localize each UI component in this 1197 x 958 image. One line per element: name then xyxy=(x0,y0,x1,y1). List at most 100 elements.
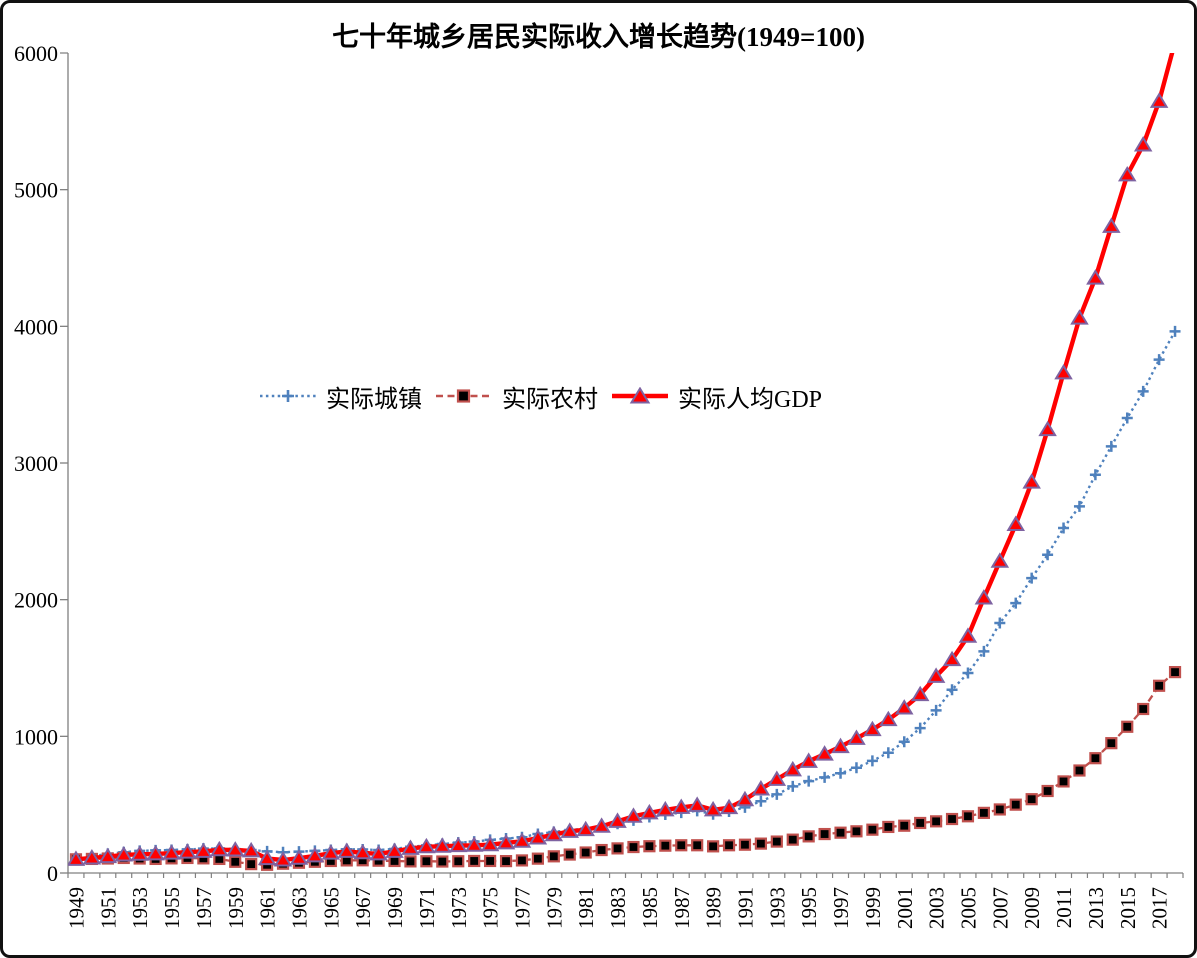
plus-marker-icon xyxy=(850,762,862,774)
x-tick-label: 1957 xyxy=(192,887,216,929)
rural-legend-square-icon xyxy=(456,389,471,403)
square-marker-icon xyxy=(691,839,704,852)
triangle-marker-icon xyxy=(926,667,946,683)
square-marker-icon xyxy=(579,846,592,859)
x-tick-label: 1969 xyxy=(383,887,407,929)
y-tick-label: 2000 xyxy=(14,588,58,613)
square-marker-icon xyxy=(866,823,879,836)
plus-marker-icon xyxy=(787,780,799,792)
series-2-line xyxy=(75,53,1175,863)
square-marker-icon xyxy=(1025,793,1038,806)
triangle-marker-icon xyxy=(241,841,261,858)
square-marker-icon xyxy=(945,812,959,826)
plus-marker-icon xyxy=(1121,412,1133,424)
plus-marker-icon xyxy=(755,795,767,807)
triangle-marker-icon xyxy=(528,829,548,845)
triangle-marker-icon xyxy=(68,850,86,866)
x-tick-label: 2003 xyxy=(925,887,949,929)
square-marker-icon xyxy=(468,854,481,868)
triangle-marker-icon xyxy=(831,737,850,754)
square-marker-icon xyxy=(882,820,895,834)
triangle-marker-icon xyxy=(496,833,516,850)
square-marker-icon xyxy=(531,852,544,865)
triangle-marker-icon xyxy=(815,745,834,761)
triangle-marker-icon xyxy=(130,845,149,861)
triangle-marker-icon xyxy=(640,803,659,820)
triangle-marker-icon xyxy=(624,807,643,823)
triangle-marker-icon xyxy=(98,847,118,864)
x-tick-label: 1951 xyxy=(96,887,120,929)
x-tick-label: 1961 xyxy=(256,887,280,929)
y-tick-label: 3000 xyxy=(14,451,58,476)
plus-marker-icon xyxy=(946,684,958,696)
square-marker-icon xyxy=(404,855,417,868)
x-tick-label: 1973 xyxy=(447,887,471,929)
plus-marker-icon xyxy=(962,667,974,679)
triangle-marker-icon xyxy=(289,849,309,865)
square-marker-icon xyxy=(834,826,847,839)
triangle-marker-icon xyxy=(974,589,994,605)
triangle-marker-icon xyxy=(1102,217,1121,233)
x-tick-label: 2009 xyxy=(1020,887,1044,929)
triangle-marker-icon xyxy=(879,710,898,727)
square-marker-icon xyxy=(850,825,863,838)
series-1-square xyxy=(69,665,1182,871)
y-tick-label: 6000 xyxy=(14,41,58,66)
plus-marker-icon xyxy=(1042,549,1054,561)
triangle-marker-icon xyxy=(783,760,803,777)
triangle-marker-icon xyxy=(464,836,484,852)
y-tick-label: 0 xyxy=(47,861,58,886)
triangle-marker-icon xyxy=(1086,269,1105,285)
plus-marker-icon xyxy=(930,704,942,716)
triangle-marker-icon xyxy=(1133,136,1153,152)
plus-marker-icon xyxy=(771,788,783,800)
chart-legend: 实际城镇 实际农村 实际人均GDP xyxy=(3,383,1194,413)
square-marker-icon xyxy=(722,839,736,852)
square-marker-icon xyxy=(484,854,497,868)
triangle-marker-icon xyxy=(703,800,723,817)
square-marker-icon xyxy=(914,816,927,830)
triangle-marker-icon xyxy=(990,552,1010,568)
x-tick-label: 1965 xyxy=(319,887,343,929)
x-tick-label: 1967 xyxy=(351,887,375,929)
triangle-marker-icon xyxy=(448,836,468,853)
x-tick-label: 2005 xyxy=(956,887,980,929)
triangle-marker-icon xyxy=(1054,363,1073,380)
triangle-marker-icon xyxy=(592,817,611,833)
triangle-marker-icon xyxy=(82,849,102,865)
legend-entry-rural: 实际农村 xyxy=(435,383,598,413)
plus-marker-icon xyxy=(882,747,894,759)
plus-marker-icon xyxy=(1153,354,1165,366)
gdp-legend-sample-icon xyxy=(612,387,668,404)
triangle-marker-icon xyxy=(847,729,866,745)
x-tick-label: 1955 xyxy=(160,887,184,929)
triangle-marker-icon xyxy=(544,825,564,842)
square-marker-icon xyxy=(1089,752,1102,765)
income-trend-chart: 0 1000 2000 3000 4000 5000 6000 1949 1951 1953 195… xyxy=(14,41,1184,929)
square-marker-icon xyxy=(515,854,529,867)
x-tick-label: 2007 xyxy=(988,887,1012,929)
plus-marker-icon xyxy=(1105,440,1117,452)
y-tick-label: 4000 xyxy=(14,314,58,339)
square-marker-icon xyxy=(770,835,783,848)
urban-legend-plus-icon xyxy=(282,390,294,402)
x-tick-label: 1953 xyxy=(128,887,152,929)
plus-marker-icon xyxy=(1058,522,1070,534)
triangle-marker-icon xyxy=(1006,515,1026,531)
square-marker-icon xyxy=(452,855,465,868)
square-marker-icon xyxy=(786,833,799,846)
series-2-triangle xyxy=(68,53,1175,867)
x-tick-label: 1989 xyxy=(702,887,726,929)
triangle-marker-icon xyxy=(799,752,818,768)
x-tick-label: 1977 xyxy=(510,887,534,929)
triangle-marker-icon xyxy=(337,842,357,858)
square-marker-icon xyxy=(563,848,576,861)
plus-marker-icon xyxy=(1010,597,1022,609)
triangle-marker-icon xyxy=(369,844,388,861)
square-marker-icon xyxy=(1057,775,1070,788)
square-marker-icon xyxy=(898,819,911,832)
x-tick-label: 1999 xyxy=(861,887,885,929)
square-marker-icon xyxy=(245,858,258,871)
triangle-marker-icon xyxy=(210,840,229,857)
square-marker-icon xyxy=(547,850,560,863)
